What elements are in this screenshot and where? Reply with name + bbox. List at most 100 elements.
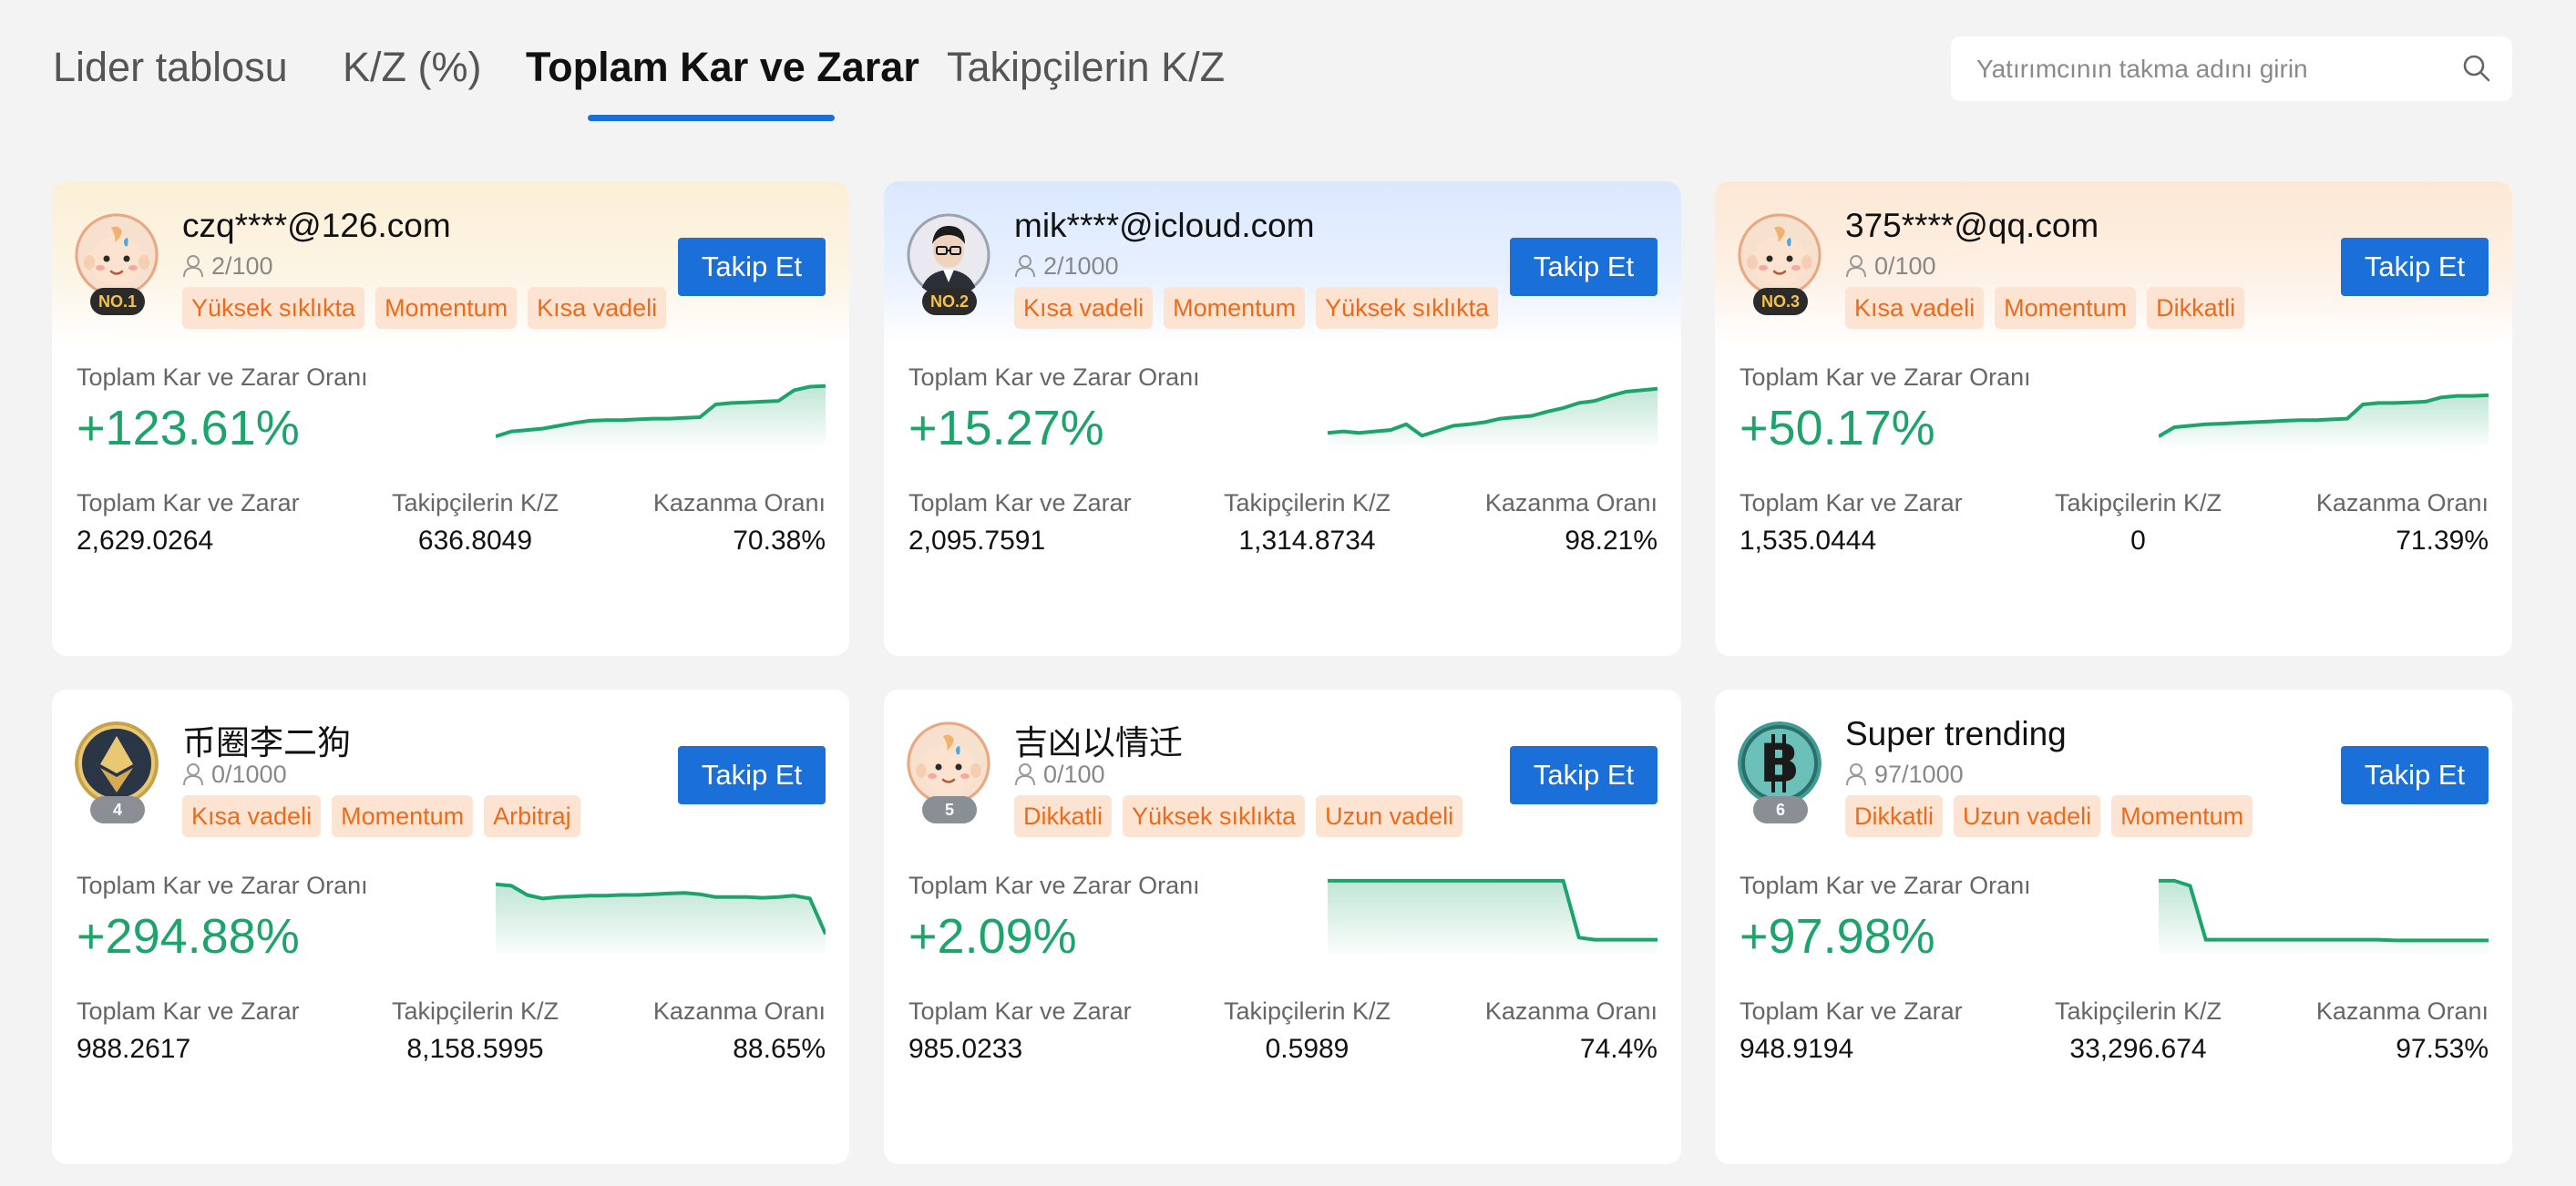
follow-button[interactable]: Takip Et — [2341, 238, 2489, 296]
win-rate-label: Kazanma Oranı — [2315, 489, 2489, 516]
trader-card[interactable]: B 6 Super trending 97/1000 Dikkatli Uzun vade… — [1715, 690, 2512, 1164]
baby-avatar[interactable] — [1738, 213, 1822, 297]
trader-name[interactable]: Super trending — [1845, 715, 2067, 752]
trader-name[interactable]: 币圈李二狗 — [182, 724, 351, 762]
follower-pnl-label: Takipçilerin K/Z — [2054, 997, 2222, 1025]
trader-name[interactable]: mik****@icloud.com — [1014, 207, 1315, 244]
pnl-trend-sparkline — [496, 383, 826, 445]
total-pnl-value: 2,095.7591 — [908, 526, 1046, 556]
pnl-trend-sparkline — [1328, 878, 1657, 954]
strategy-tag: Kısa vadeli — [528, 287, 667, 329]
follower-pnl-value: 0 — [2130, 526, 2146, 556]
pnl-ratio-label: Toplam Kar ve Zarar Oranı — [908, 363, 1200, 391]
pnl-ratio-value: +50.17% — [1740, 401, 1935, 455]
follow-button[interactable]: Takip Et — [678, 746, 826, 804]
trader-card[interactable]: 4 币圈李二狗 0/1000 Kısa vadeli Momentum Arbitraj T… — [52, 690, 849, 1164]
strategy-tag: Momentum — [1164, 287, 1306, 329]
sparkline-line — [2159, 393, 2489, 438]
pnl-ratio-value: +123.61% — [77, 401, 300, 455]
rank-badge: 4 — [90, 796, 145, 823]
trader-card[interactable]: NO.3 375****@qq.com 0/100 Kısa vadeli Moment… — [1715, 181, 2512, 656]
win-rate-label: Kazanma Oranı — [652, 997, 826, 1025]
follow-button[interactable]: Takip Et — [1510, 746, 1657, 804]
pnl-ratio-label: Toplam Kar ve Zarar Oranı — [908, 872, 1200, 899]
strategy-tag: Kısa vadeli — [182, 795, 322, 837]
search-input[interactable] — [1976, 36, 2450, 101]
strategy-tags: Kısa vadeli Momentum Yüksek sıklıkta — [1014, 287, 1499, 329]
win-rate-value: 98.21% — [1565, 526, 1657, 556]
strategy-tag: Momentum — [375, 287, 518, 329]
pnl-trend-sparkline — [496, 882, 826, 954]
sparkline-area — [2159, 880, 2489, 954]
rank-badge: NO.1 — [90, 288, 145, 315]
pnl-ratio-value: +15.27% — [908, 401, 1104, 455]
rank-badge: NO.3 — [1753, 288, 1808, 315]
win-rate-label: Kazanma Oranı — [1484, 997, 1657, 1025]
btc-coin-avatar[interactable]: B — [1738, 721, 1822, 805]
pnl-trend-sparkline — [2159, 393, 2489, 445]
tab-leaderboard[interactable]: Lider tablosu — [53, 44, 288, 90]
strategy-tag: Yüksek sıklıkta — [182, 287, 365, 329]
sparkline-area — [1328, 388, 1657, 445]
svg-text:B: B — [1760, 732, 1800, 794]
strategy-tag: Momentum — [2111, 795, 2253, 837]
total-pnl-label: Toplam Kar ve Zarar — [77, 997, 300, 1025]
follower-pnl-value: 0.5989 — [1265, 1034, 1350, 1064]
follow-button[interactable]: Takip Et — [2341, 746, 2489, 804]
rank-badge: 5 — [922, 796, 977, 823]
trader-name[interactable]: 375****@qq.com — [1845, 207, 2099, 244]
baby-avatar[interactable] — [75, 213, 159, 297]
sparkline-line — [2159, 878, 2489, 943]
search-icon[interactable] — [2461, 53, 2492, 84]
win-rate-value: 70.38% — [733, 526, 826, 556]
follower-count: 2/100 — [182, 252, 273, 281]
tab-pnl-percent[interactable]: K/Z (%) — [343, 44, 482, 90]
sparkline-area — [496, 884, 826, 954]
man-glasses-avatar[interactable] — [907, 213, 990, 297]
follower-pnl-label: Takipçilerin K/Z — [1223, 997, 1391, 1025]
trader-card[interactable]: NO.1 czq****@126.com 2/100 Yüksek sıklıkta M… — [52, 181, 849, 656]
followers-icon — [183, 255, 203, 278]
trader-name[interactable]: 吉凶以情迁 — [1014, 724, 1183, 762]
follower-pnl-value: 8,158.5995 — [406, 1034, 544, 1064]
follower-count-value: 2/1000 — [1043, 252, 1119, 280]
sparkline-line — [496, 383, 826, 439]
pnl-ratio-label: Toplam Kar ve Zarar Oranı — [1740, 363, 2031, 391]
strategy-tags: Kısa vadeli Momentum Dikkatli — [1845, 287, 2245, 329]
followers-icon — [1846, 763, 1866, 786]
eth-coin-avatar[interactable] — [75, 721, 159, 805]
win-rate-value: 88.65% — [733, 1034, 826, 1064]
rank-badge: 6 — [1753, 796, 1808, 823]
pnl-trend-sparkline — [1328, 386, 1657, 445]
sparkline-area — [1328, 880, 1657, 954]
tab-follower-pnl[interactable]: Takipçilerin K/Z — [947, 44, 1226, 90]
baby-avatar[interactable] — [907, 721, 990, 805]
win-rate-label: Kazanma Oranı — [1484, 489, 1657, 516]
followers-icon — [183, 763, 203, 786]
trader-card[interactable]: NO.2 mik****@icloud.com 2/1000 Kısa vadeli M… — [884, 181, 1681, 656]
trader-name[interactable]: czq****@126.com — [182, 207, 451, 244]
total-pnl-label: Toplam Kar ve Zarar — [1740, 489, 1963, 516]
total-pnl-label: Toplam Kar ve Zarar — [908, 489, 1132, 516]
pnl-ratio-value: +294.88% — [77, 909, 300, 964]
strategy-tags: Dikkatli Uzun vadeli Momentum — [1845, 795, 2253, 837]
win-rate-label: Kazanma Oranı — [652, 489, 826, 516]
total-pnl-label: Toplam Kar ve Zarar — [908, 997, 1132, 1025]
total-pnl-value: 988.2617 — [77, 1034, 191, 1064]
follower-pnl-label: Takipçilerin K/Z — [391, 997, 559, 1025]
win-rate-value: 74.4% — [1579, 1034, 1657, 1064]
follower-pnl-label: Takipçilerin K/Z — [391, 489, 559, 516]
trader-card[interactable]: 5 吉凶以情迁 0/100 Dikkatli Yüksek sıklıkta Uzun v… — [884, 690, 1681, 1164]
follow-button[interactable]: Takip Et — [1510, 238, 1657, 296]
follower-count: 0/1000 — [182, 761, 287, 789]
follower-pnl-value: 636.8049 — [417, 526, 533, 556]
strategy-tag: Yüksek sıklıkta — [1123, 795, 1306, 837]
follower-count-value: 0/1000 — [211, 761, 287, 788]
pnl-trend-sparkline — [2159, 878, 2489, 954]
follow-button[interactable]: Takip Et — [678, 238, 826, 296]
rank-badge: NO.2 — [922, 288, 977, 315]
tab-total-pnl[interactable]: Toplam Kar ve Zarar — [526, 44, 919, 90]
sparkline-line — [496, 882, 826, 936]
followers-icon — [1015, 255, 1035, 278]
pnl-ratio-value: +2.09% — [908, 909, 1077, 964]
